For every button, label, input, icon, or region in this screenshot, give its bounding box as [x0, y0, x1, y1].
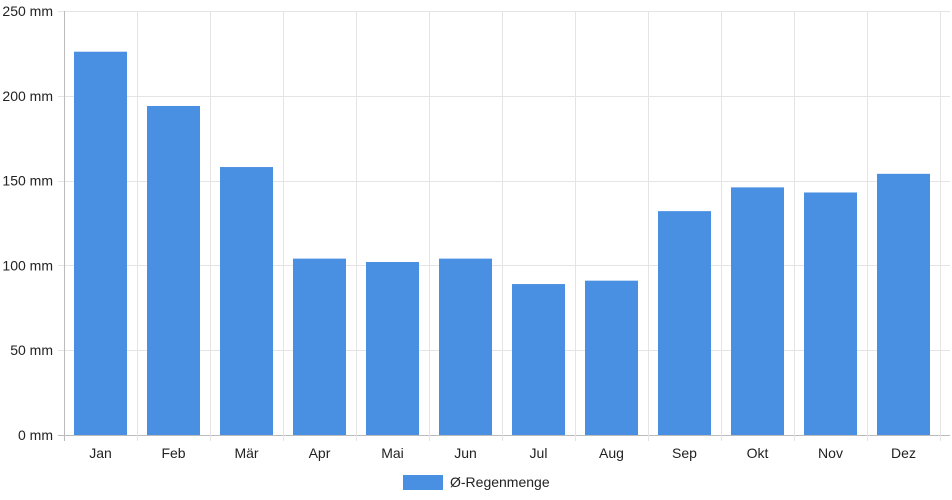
x-tick-label: Sep: [672, 445, 697, 461]
y-tick-label: 250 mm: [2, 3, 53, 19]
y-axis-tick-labels: 0 mm 50 mm 100 mm 150 mm 200 mm 250 mm: [2, 3, 53, 443]
x-tick-label: Mär: [234, 445, 258, 461]
y-tick-label: 150 mm: [2, 173, 53, 189]
bar-okt[interactable]: [731, 187, 784, 435]
x-tick-label: Jun: [454, 445, 477, 461]
bar-feb[interactable]: [147, 105, 200, 435]
bar-dez[interactable]: [877, 173, 930, 436]
x-tick-label: Mai: [381, 445, 404, 461]
y-tick-label: 100 mm: [2, 257, 53, 273]
bar-jan[interactable]: [74, 51, 127, 435]
x-tick-label: Feb: [161, 445, 185, 461]
x-tick-label: Apr: [309, 445, 331, 461]
x-axis-tick-labels: Jan Feb Mär Apr Mai Jun Jul Aug Sep Okt Nov Dez: [89, 445, 916, 461]
x-tick-label: Nov: [818, 445, 843, 461]
x-tick-label: Dez: [891, 445, 916, 461]
x-tick-label: Jan: [89, 445, 112, 461]
y-tick-label: 200 mm: [2, 88, 53, 104]
bar-nov[interactable]: [804, 192, 857, 435]
bar-mär[interactable]: [220, 167, 273, 436]
grid-lines: [58, 11, 950, 441]
bar-jun[interactable]: [439, 258, 492, 435]
legend[interactable]: Ø-Regenmenge: [403, 474, 550, 490]
x-tick-label: Aug: [599, 445, 624, 461]
bar-mai[interactable]: [366, 262, 419, 435]
x-tick-label: Okt: [747, 445, 769, 461]
bar-series: [74, 51, 930, 436]
bar-aug[interactable]: [585, 280, 638, 435]
bar-apr[interactable]: [293, 258, 346, 435]
legend-swatch[interactable]: [403, 475, 443, 490]
legend-label[interactable]: Ø-Regenmenge: [450, 474, 550, 490]
bar-jul[interactable]: [512, 284, 565, 435]
y-tick-label: 50 mm: [10, 342, 53, 358]
y-tick-label: 0 mm: [18, 427, 53, 443]
x-tick-label: Jul: [530, 445, 548, 461]
bar-sep[interactable]: [658, 211, 711, 435]
